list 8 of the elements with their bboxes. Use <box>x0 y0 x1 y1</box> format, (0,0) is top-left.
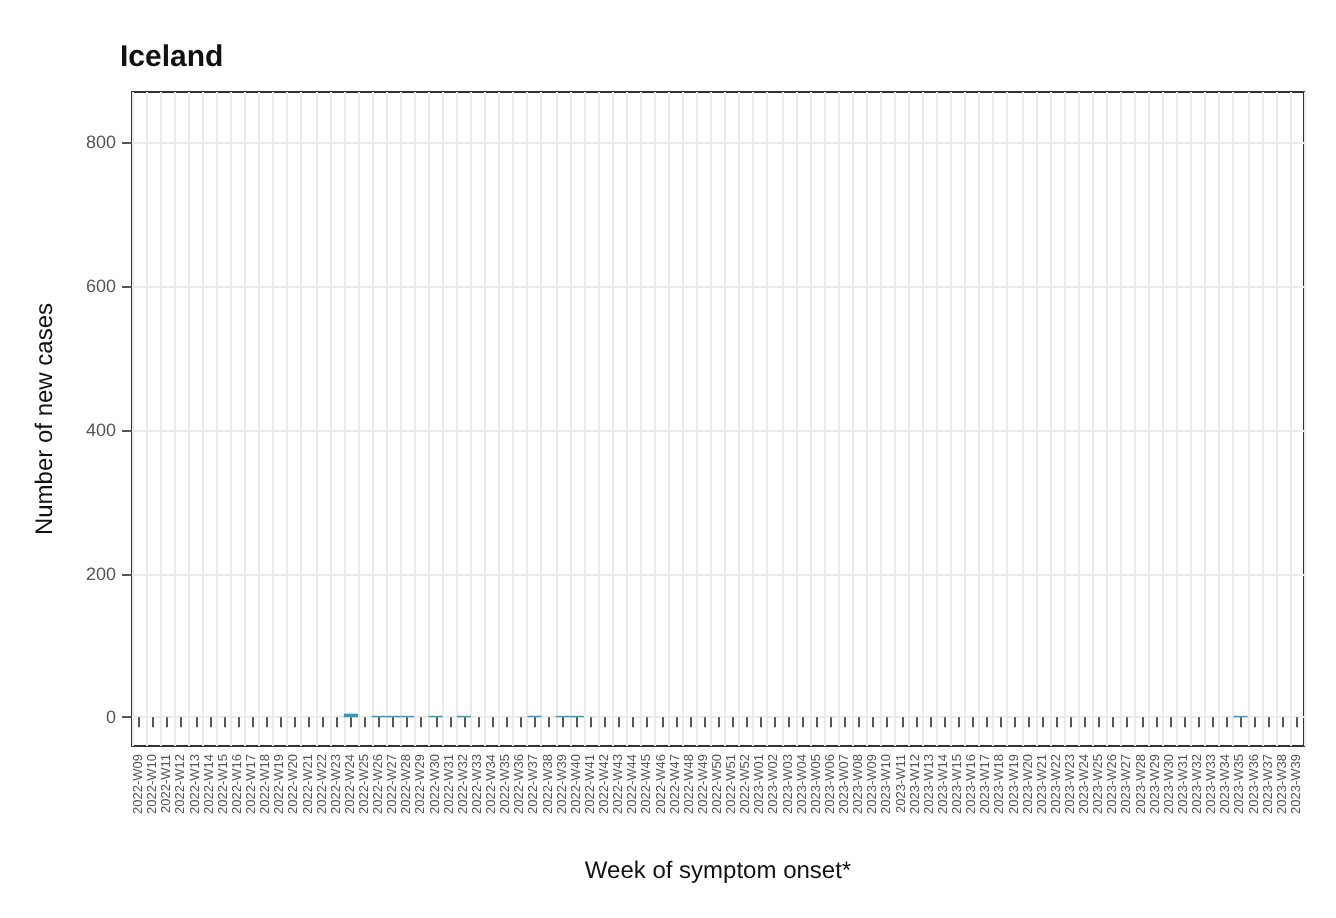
y-tick-label: 400 <box>85 419 116 440</box>
y-tick-label: 200 <box>85 563 116 584</box>
y-axis-title: Number of new cases <box>30 302 58 536</box>
y-tick-label: 0 <box>105 707 116 728</box>
y-tick-label: 600 <box>85 276 116 297</box>
x-axis-title: Week of symptom onset* <box>584 856 852 884</box>
chart-title: Iceland <box>120 40 224 74</box>
y-tick-label: 800 <box>85 132 116 153</box>
